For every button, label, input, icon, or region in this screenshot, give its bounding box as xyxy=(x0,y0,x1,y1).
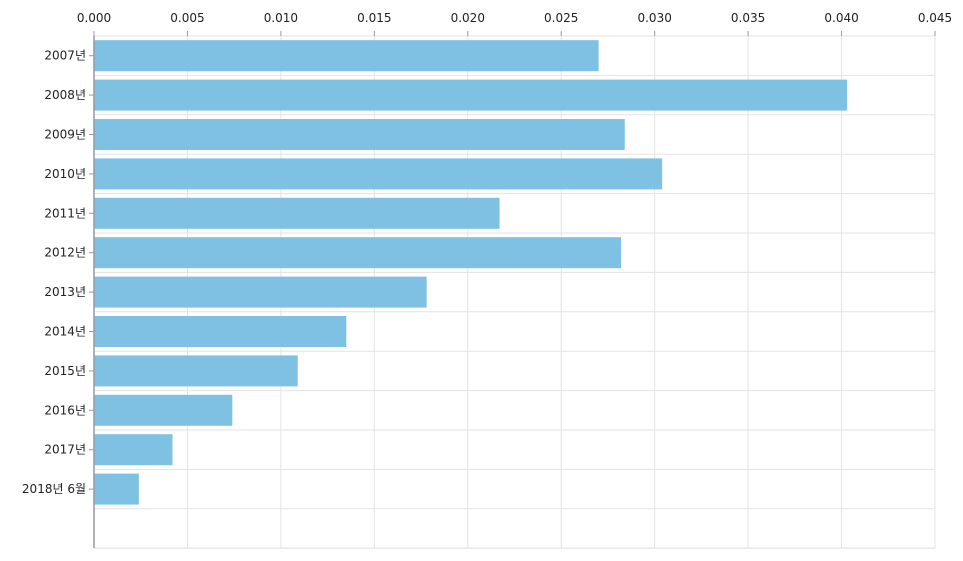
bars xyxy=(94,40,848,505)
bar xyxy=(94,158,663,190)
bar xyxy=(94,355,298,387)
category-label: 2008년 xyxy=(44,88,86,102)
bar xyxy=(94,79,848,111)
x-tick-label: 0.040 xyxy=(824,11,858,25)
bar xyxy=(94,394,233,426)
category-label: 2009년 xyxy=(44,128,86,142)
category-label: 2007년 xyxy=(44,49,86,63)
bar xyxy=(94,237,622,269)
category-label: 2014년 xyxy=(44,325,86,339)
category-label: 2016년 xyxy=(44,403,86,417)
bar xyxy=(94,197,500,229)
x-tick-label: 0.000 xyxy=(77,11,111,25)
bar xyxy=(94,119,625,150)
category-labels: 2007년 2008년 2009년 2010년 2011년 2012년 2013년 2014년… xyxy=(22,49,86,496)
bar xyxy=(94,434,173,466)
category-label: 2013년 xyxy=(44,285,86,299)
bar xyxy=(94,316,347,347)
axes xyxy=(89,31,936,548)
bar xyxy=(94,473,139,505)
category-label: 2012년 xyxy=(44,246,86,260)
x-tick-label: 0.015 xyxy=(357,11,391,25)
x-tick-label: 0.020 xyxy=(451,11,485,25)
category-label: 2015년 xyxy=(44,364,86,378)
x-tick-labels: 0.000 0.005 0.010 0.015 0.020 0.025 0.030 0.035… xyxy=(77,11,952,25)
category-label: 2018년 6월 xyxy=(22,482,86,496)
x-tick-label: 0.025 xyxy=(544,11,578,25)
x-tick-label: 0.045 xyxy=(918,11,952,25)
bar xyxy=(94,276,427,308)
category-label: 2017년 xyxy=(44,443,86,457)
bar xyxy=(94,40,599,72)
x-tick-label: 0.030 xyxy=(637,11,671,25)
x-tick-label: 0.035 xyxy=(731,11,765,25)
category-label: 2011년 xyxy=(44,206,86,220)
category-label: 2010년 xyxy=(44,167,86,181)
x-tick-label: 0.005 xyxy=(170,11,204,25)
x-tick-label: 0.010 xyxy=(264,11,298,25)
